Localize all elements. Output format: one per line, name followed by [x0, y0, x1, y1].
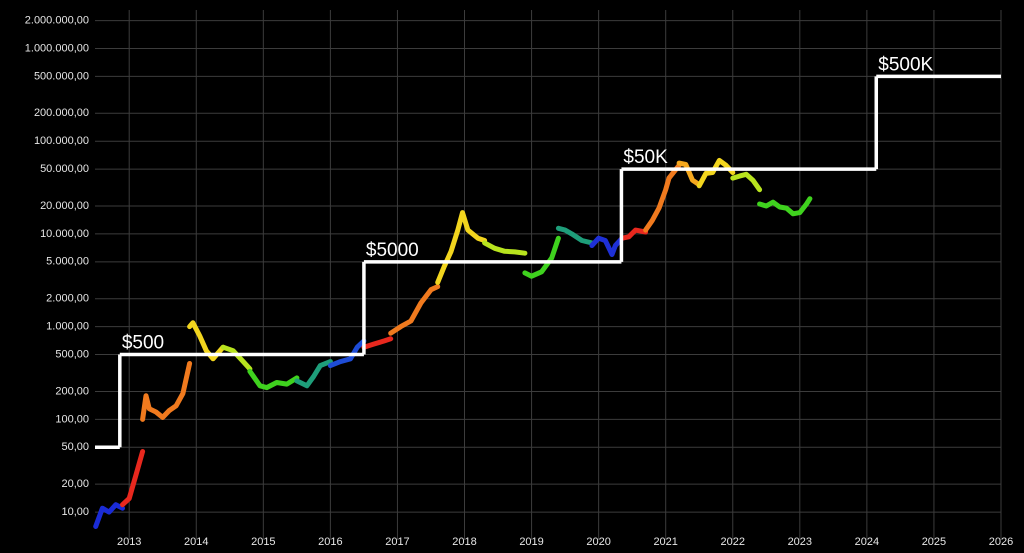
price-trace: [247, 368, 300, 391]
price-trace: [589, 235, 625, 257]
x-tick-label: 2026: [989, 536, 1013, 548]
price-trace: [619, 227, 649, 241]
price-trace: [696, 157, 736, 189]
y-tick-label: 5.000,00: [46, 256, 89, 268]
x-tick-label: 2020: [586, 536, 610, 548]
x-tick-label: 2019: [519, 536, 543, 548]
y-tick-label: 2.000.000,00: [25, 14, 89, 26]
price-trace: [388, 284, 441, 336]
price-trace: [730, 171, 763, 193]
x-tick-label: 2016: [318, 536, 342, 548]
y-tick-label: 100,00: [55, 413, 89, 425]
y-tick-label: 10,00: [61, 506, 89, 518]
annotation: $5000: [366, 240, 419, 261]
y-tick-label: 200.000,00: [34, 107, 89, 119]
x-tick-label: 2024: [855, 536, 879, 548]
price-trace: [327, 338, 367, 369]
y-tick-label: 1.000.000,00: [25, 42, 89, 54]
x-tick-label: 2013: [117, 536, 141, 548]
y-tick-label: 1.000,00: [46, 321, 89, 333]
y-tick-label: 200,00: [55, 385, 89, 397]
x-tick-label: 2015: [251, 536, 275, 548]
annotation: $50K: [623, 147, 668, 168]
y-tick-label: 100.000,00: [34, 135, 89, 147]
y-tick-label: 10.000,00: [40, 228, 89, 240]
y-tick-label: 20.000,00: [40, 200, 89, 212]
price-trace: [757, 196, 813, 217]
price-trace: [522, 235, 561, 279]
price-trace: [361, 336, 394, 350]
y-tick-label: 50,00: [61, 441, 89, 453]
y-tick-label: 500,00: [55, 348, 89, 360]
price-trace: [555, 225, 595, 246]
annotation: $500: [122, 333, 164, 354]
y-tick-label: 20,00: [61, 478, 89, 490]
x-tick-label: 2023: [788, 536, 812, 548]
price-trace: [676, 160, 702, 188]
x-tick-label: 2018: [452, 536, 476, 548]
y-tick-label: 500.000,00: [34, 70, 89, 82]
annotation: $500K: [878, 54, 933, 75]
x-tick-label: 2014: [184, 536, 208, 548]
price-trace: [120, 449, 146, 508]
price-trace: [643, 162, 682, 233]
price-trace: [140, 361, 193, 422]
y-tick-label: 2.000,00: [46, 293, 89, 305]
price-trace: [187, 320, 226, 362]
x-tick-label: 2022: [721, 536, 745, 548]
x-tick-label: 2025: [922, 536, 946, 548]
price-trace: [93, 502, 125, 529]
price-trace: [294, 359, 333, 389]
x-tick-label: 2021: [653, 536, 677, 548]
y-tick-label: 50.000,00: [40, 163, 89, 175]
price-trace: [435, 210, 488, 285]
price-trace: [482, 240, 528, 256]
x-tick-label: 2017: [385, 536, 409, 548]
